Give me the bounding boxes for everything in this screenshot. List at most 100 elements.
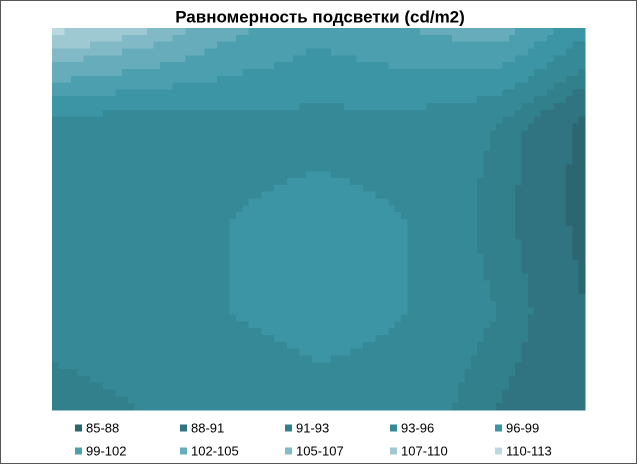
contour-cell (578, 225, 586, 234)
contour-cell (559, 143, 567, 152)
contour-cell (216, 123, 224, 131)
contour-cell (134, 369, 142, 377)
contour-cell (356, 205, 364, 213)
contour-cell (508, 280, 516, 288)
contour-cell (432, 34, 440, 43)
contour-cell (553, 123, 561, 131)
contour-cell (515, 205, 523, 213)
contour-cell (426, 41, 434, 50)
contour-cell (546, 143, 554, 152)
contour-cell (71, 321, 78, 329)
contour-cell (432, 389, 440, 397)
contour-cell (381, 287, 389, 295)
contour-cell (559, 225, 567, 234)
contour-cell (242, 68, 250, 77)
contour-cell (204, 300, 212, 309)
contour-cell (331, 287, 339, 295)
contour-cell (255, 369, 262, 377)
contour-cell (71, 205, 78, 213)
contour-cell (578, 178, 586, 186)
contour-cell (426, 205, 434, 213)
contour-cell (407, 62, 415, 70)
contour-cell (274, 259, 282, 268)
contour-cell (261, 164, 269, 172)
contour-cell (134, 123, 142, 131)
contour-cell (147, 375, 155, 384)
contour-cell (52, 191, 59, 200)
contour-cell (242, 130, 250, 138)
contour-cell (274, 266, 282, 275)
contour-cell (432, 307, 440, 316)
contour-cell (134, 28, 142, 36)
contour-cell (331, 103, 339, 111)
contour-cell (426, 62, 434, 70)
contour-cell (248, 198, 256, 206)
contour-cell (280, 205, 288, 213)
contour-cell (83, 130, 91, 138)
contour-cell (128, 314, 136, 322)
contour-cell (134, 321, 142, 329)
contour-cell (502, 403, 510, 411)
contour-cell (515, 219, 523, 227)
contour-cell (445, 403, 453, 411)
contour-cell (388, 48, 396, 56)
contour-cell (470, 307, 478, 316)
contour-cell (109, 123, 117, 131)
contour-cell (172, 266, 180, 275)
contour-cell (565, 68, 573, 77)
contour-cell (242, 198, 250, 206)
contour-cell (489, 246, 497, 254)
contour-cell (166, 41, 174, 50)
contour-cell (362, 369, 370, 377)
contour-cell (546, 178, 554, 186)
contour-cell (534, 273, 542, 281)
contour-cell (134, 403, 142, 411)
contour-cell (565, 82, 573, 90)
contour-cell (483, 219, 491, 227)
contour-cell (439, 266, 447, 275)
contour-cell (210, 143, 218, 152)
contour-cell (83, 137, 91, 145)
contour-cell (134, 191, 142, 200)
contour-cell (229, 382, 237, 391)
contour-cell (223, 266, 231, 275)
contour-cell (274, 75, 282, 84)
contour-cell (77, 403, 85, 411)
contour-cell (77, 41, 85, 50)
contour-cell (96, 41, 104, 50)
contour-cell (96, 239, 104, 247)
contour-cell (578, 219, 586, 227)
contour-cell (420, 225, 427, 234)
contour-cell (293, 75, 301, 84)
contour-cell (381, 89, 389, 97)
contour-cell (305, 273, 313, 281)
contour-cell (172, 328, 180, 336)
contour-cell (210, 314, 218, 322)
contour-cell (565, 259, 573, 268)
contour-cell (445, 362, 453, 370)
contour-cell (261, 171, 269, 179)
contour-cell (255, 403, 262, 411)
contour-cell (191, 341, 199, 350)
contour-cell (413, 321, 421, 329)
contour-cell (178, 280, 186, 288)
contour-cell (337, 48, 345, 56)
contour-cell (109, 321, 117, 329)
contour-cell (502, 82, 510, 90)
contour-cell (546, 164, 554, 172)
contour-cell (508, 212, 516, 220)
contour-cell (166, 34, 174, 43)
contour-cell (115, 103, 123, 111)
contour-cell (115, 191, 123, 200)
contour-cell (242, 184, 250, 193)
contour-cell (553, 273, 561, 281)
contour-cell (261, 48, 269, 56)
contour-cell (242, 123, 250, 131)
contour-cell (185, 205, 193, 213)
contour-cell (299, 259, 307, 268)
contour-cell (470, 150, 478, 159)
contour-cell (166, 341, 174, 350)
contour-cell (420, 375, 427, 384)
contour-cell (426, 116, 434, 125)
contour-cell (185, 225, 193, 234)
